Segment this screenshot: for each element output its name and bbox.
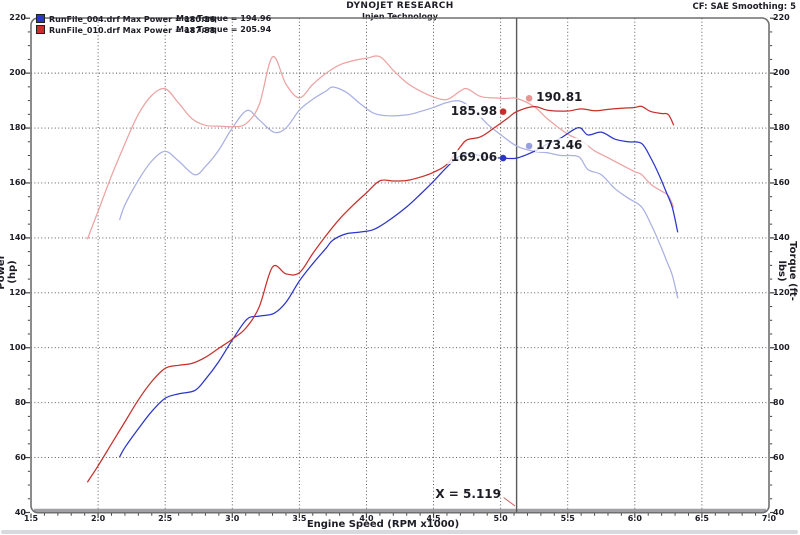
y-left-tick-label: 160 [9, 177, 26, 187]
callout-value-label: 169.06 [445, 150, 499, 165]
x-tick-label: 3.0 [225, 514, 240, 523]
legend-swatch-icon [36, 24, 45, 34]
y-right-tick-label: 160 [773, 177, 790, 187]
callout-value-label: 185.98 [445, 103, 499, 118]
y-left-tick-label: 40 [14, 507, 26, 517]
legend-file-and-power-label: RunFile_010.drf Max Power = 187.88 [49, 25, 216, 35]
y-right-tick-label: 140 [773, 232, 790, 242]
y-right-tick-label: 120 [773, 287, 790, 297]
x-tick-label: 7.0 [761, 514, 777, 523]
callout-value-label: 190.81 [535, 90, 589, 105]
x-tick-label: 6.0 [627, 514, 642, 523]
curve-runfile-010-power-hp [86, 105, 675, 483]
x-tick-label: 4.0 [359, 514, 374, 523]
y-left-tick-label: 180 [9, 123, 26, 133]
run-legend: RunFile_004.drf Max Power = 180.16 Max To… [36, 14, 336, 35]
y-left-tick-label: 200 [9, 68, 26, 78]
left-axis-title: Power (hp) [0, 254, 18, 290]
x-tick-label: 2.5 [158, 514, 173, 523]
y-right-tick-label: 100 [773, 342, 790, 352]
y-left-tick-label: 60 [14, 452, 26, 462]
y-right-tick-label: 200 [773, 68, 790, 78]
correction-smoothing-info: CF: SAE Smoothing: 5 [692, 2, 797, 12]
y-left-tick-label: 100 [9, 342, 26, 352]
cursor-line[interactable] [514, 18, 519, 512]
callout-dot [499, 108, 507, 115]
callout-dot [525, 142, 533, 150]
callout-dot [499, 154, 507, 162]
page-subtitle: Injen Technology [362, 12, 438, 21]
cursor-x-label: X = 5.119 [435, 487, 501, 501]
curve-runfile-004-power-hp [119, 126, 679, 458]
x-axis-title: Engine Speed (RPM x1000) [306, 519, 460, 530]
y-right-tick-label: 40 [773, 507, 785, 517]
y-right-tick-label: 80 [773, 397, 785, 407]
plot-frame [30, 17, 770, 514]
x-tick-label: 1.5 [23, 514, 39, 523]
legend-swatch-icon [36, 14, 45, 23]
x-tick-label: 5.0 [493, 514, 508, 523]
x-tick-label: 5.5 [560, 514, 575, 523]
legend-torque-label: Max Torque = 194.96 [176, 14, 272, 23]
y-right-tick-label: 60 [773, 452, 785, 462]
y-left-tick-label: 220 [9, 13, 26, 23]
y-right-tick-label: 180 [773, 123, 790, 133]
callout-value-label: 173.46 [535, 138, 589, 152]
legend-row[interactable]: RunFile_004.drf Max Power = 180.16 Max To… [36, 14, 336, 25]
legend-row[interactable]: RunFile_010.drf Max Power = 187.88 Max To… [36, 24, 336, 36]
right-axis-title: Torque (ft-lbs) [776, 241, 798, 301]
callout-dot [525, 95, 533, 102]
y-left-tick-label: 140 [9, 232, 26, 242]
x-tick-label: 4.5 [426, 514, 441, 523]
legend-file-and-power-label: RunFile_004.drf Max Power = 180.16 [49, 15, 216, 24]
curve-runfile-004-torque-ft-lbs [118, 86, 679, 299]
page-title: DYNOJET RESEARCH [346, 1, 454, 11]
x-tick-label: 3.5 [292, 514, 307, 523]
curve-runfile-010-torque-ft-lbs [86, 55, 675, 240]
bottom-edge-strip [1, 530, 798, 534]
x-tick-label: 6.5 [694, 514, 709, 523]
y-left-tick-label: 120 [9, 287, 26, 297]
legend-torque-label: Max Torque = 205.94 [176, 24, 272, 34]
y-right-tick-label: 220 [773, 13, 790, 23]
x-tick-label: 2.0 [90, 514, 106, 523]
y-left-tick-label: 80 [14, 397, 26, 407]
cursor-label-connector [503, 497, 516, 507]
